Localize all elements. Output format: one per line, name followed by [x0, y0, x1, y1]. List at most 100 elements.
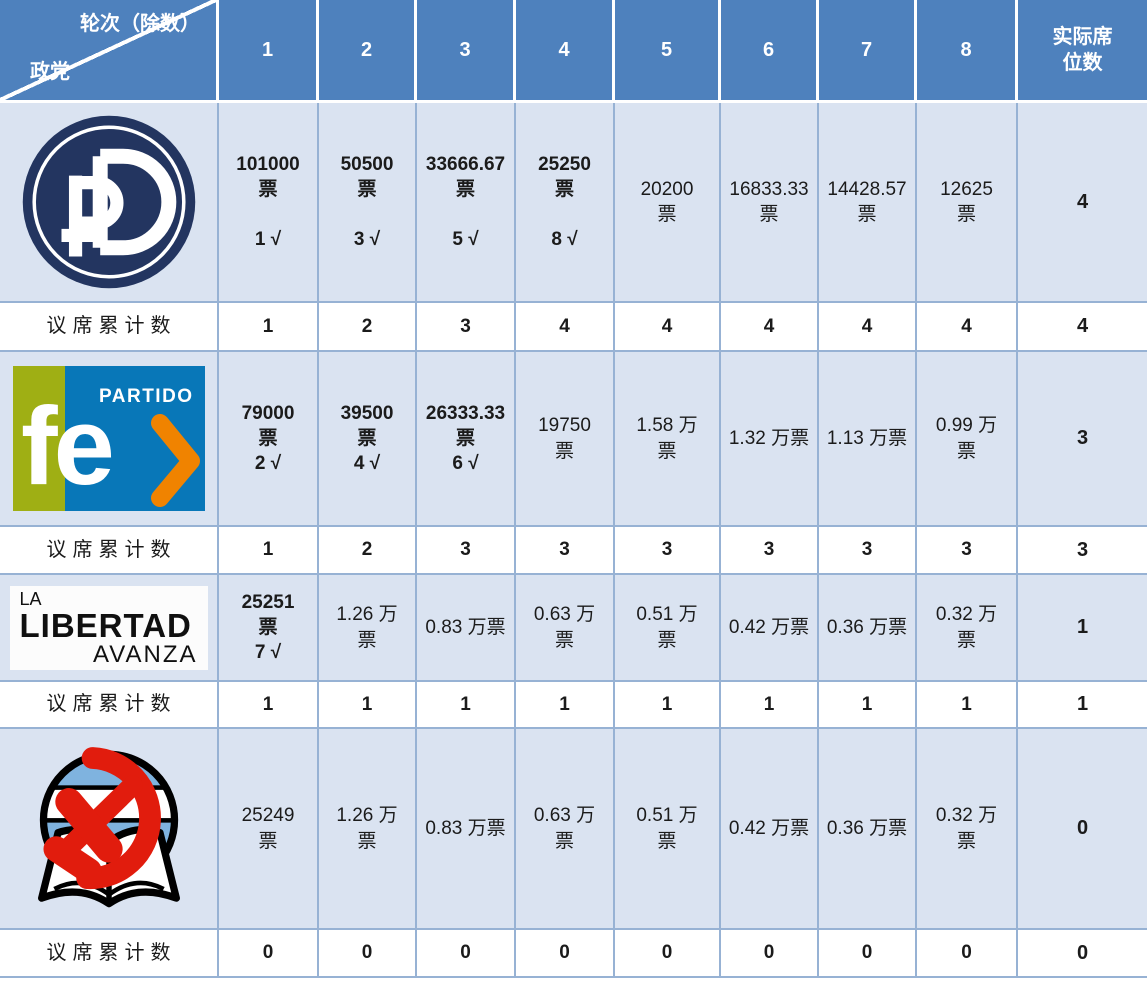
seats-row-label: 议席累计数 — [0, 682, 219, 729]
vote-cell: 0.63 万 票 — [516, 729, 615, 930]
vote-cell: 12625 票 — [917, 103, 1018, 303]
svg-text:PARTIDO: PARTIDO — [99, 386, 194, 407]
vote-cell: 0.32 万 票 — [917, 729, 1018, 930]
party-label: 政党 — [30, 60, 70, 83]
seat-count: 0 — [819, 930, 917, 978]
seat-count: 1 — [219, 682, 319, 729]
actual-seats-value: 4 — [1018, 103, 1147, 303]
vote-cell: 25251 票 7 √ — [219, 575, 319, 682]
vote-cell: 26333.33 票 6 √ — [417, 352, 516, 527]
actual-seats-value: 0 — [1018, 729, 1147, 930]
seat-count: 1 — [721, 682, 819, 729]
actual-seats-header: 实际席 位数 — [1018, 0, 1147, 103]
vote-cell: 14428.57 票 — [819, 103, 917, 303]
round-header-5: 5 — [615, 0, 721, 103]
vote-cell: 25250 票 8 √ — [516, 103, 615, 303]
seat-count: 1 — [319, 682, 417, 729]
seat-count-total: 0 — [1018, 930, 1147, 978]
vote-cell: 33666.67 票 5 √ — [417, 103, 516, 303]
seat-count: 0 — [721, 930, 819, 978]
svg-text:fe: fe — [21, 385, 112, 508]
seat-count: 0 — [219, 930, 319, 978]
seat-count: 1 — [219, 527, 319, 575]
round-header-2: 2 — [319, 0, 417, 103]
vote-cell: 0.42 万票 — [721, 575, 819, 682]
seat-count: 2 — [319, 303, 417, 352]
vote-cell: 0.83 万票 — [417, 729, 516, 930]
vote-cell: 0.36 万票 — [819, 729, 917, 930]
seats-row-label: 议席累计数 — [0, 930, 219, 978]
seat-count-total: 3 — [1018, 527, 1147, 575]
seat-count: 3 — [417, 527, 516, 575]
round-header-1: 1 — [219, 0, 319, 103]
seats-row-label: 议席累计数 — [0, 527, 219, 575]
vote-cell: 0.51 万 票 — [615, 729, 721, 930]
round-header-8: 8 — [917, 0, 1018, 103]
seats-row-label: 议席累计数 — [0, 303, 219, 352]
seat-count: 4 — [615, 303, 721, 352]
round-header-3: 3 — [417, 0, 516, 103]
vote-cell: 1.32 万票 — [721, 352, 819, 527]
rounds-divisor-label: 轮次（除数） — [80, 13, 200, 35]
vote-cell: 25249 票 — [219, 729, 319, 930]
vote-cell: 39500 票 4 √ — [319, 352, 417, 527]
seat-count: 1 — [516, 682, 615, 729]
actual-seats-value: 3 — [1018, 352, 1147, 527]
seat-count: 1 — [917, 682, 1018, 729]
seat-count: 0 — [319, 930, 417, 978]
seat-count: 2 — [319, 527, 417, 575]
vote-cell: 16833.33 票 — [721, 103, 819, 303]
seat-count: 0 — [417, 930, 516, 978]
seat-count: 1 — [819, 682, 917, 729]
vote-cell: 1.26 万 票 — [319, 575, 417, 682]
vote-cell: 1.13 万票 — [819, 352, 917, 527]
seat-count: 3 — [721, 527, 819, 575]
fe-party-logo: PARTIDO fe — [0, 352, 219, 527]
seat-count: 3 — [819, 527, 917, 575]
seat-count: 3 — [417, 303, 516, 352]
actual-seats-value: 1 — [1018, 575, 1147, 682]
seat-count: 4 — [917, 303, 1018, 352]
vote-cell: 1.58 万 票 — [615, 352, 721, 527]
seat-count: 3 — [615, 527, 721, 575]
vote-cell: 20200 票 — [615, 103, 721, 303]
pd-logo-icon — [22, 115, 195, 289]
lla-logo-line3: AVANZA — [93, 640, 198, 668]
vote-cell: 0.83 万票 — [417, 575, 516, 682]
pc-party-logo — [0, 729, 219, 930]
lla-logo-icon: LA LIBERTAD AVANZA — [9, 585, 208, 670]
vote-cell: 50500 票 3 √ — [319, 103, 417, 303]
vote-cell: 0.51 万 票 — [615, 575, 721, 682]
vote-cell: 101000 票 1 √ — [219, 103, 319, 303]
fe-logo-icon: PARTIDO fe — [12, 366, 205, 511]
seat-count: 1 — [219, 303, 319, 352]
seat-count: 0 — [917, 930, 1018, 978]
seat-count: 0 — [516, 930, 615, 978]
lla-logo-line1: LA — [19, 588, 42, 609]
vote-cell: 0.32 万 票 — [917, 575, 1018, 682]
seat-count: 4 — [721, 303, 819, 352]
round-header-7: 7 — [819, 0, 917, 103]
round-header-6: 6 — [721, 0, 819, 103]
vote-cell: 79000 票 2 √ — [219, 352, 319, 527]
lla-logo-line2: LIBERTAD — [19, 606, 192, 644]
vote-cell: 0.42 万票 — [721, 729, 819, 930]
vote-cell: 0.63 万 票 — [516, 575, 615, 682]
seat-count-total: 4 — [1018, 303, 1147, 352]
corner-cell: 轮次（除数） 政党 — [0, 0, 219, 103]
seat-count: 4 — [516, 303, 615, 352]
round-header-4: 4 — [516, 0, 615, 103]
vote-cell: 0.36 万票 — [819, 575, 917, 682]
lla-party-logo: LA LIBERTAD AVANZA — [0, 575, 219, 682]
seat-count: 1 — [615, 682, 721, 729]
pd-party-logo — [0, 103, 219, 303]
seat-count: 3 — [917, 527, 1018, 575]
seat-count: 3 — [516, 527, 615, 575]
vote-cell: 0.99 万 票 — [917, 352, 1018, 527]
vote-cell: 19750 票 — [516, 352, 615, 527]
seat-count: 1 — [417, 682, 516, 729]
seat-count: 0 — [615, 930, 721, 978]
vote-cell: 1.26 万 票 — [319, 729, 417, 930]
seat-count: 4 — [819, 303, 917, 352]
